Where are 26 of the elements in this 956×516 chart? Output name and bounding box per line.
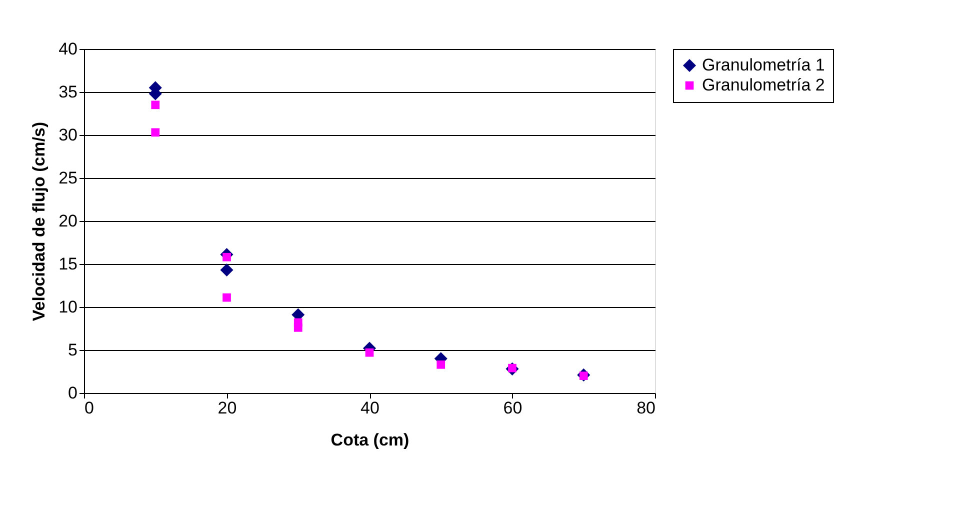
point <box>365 348 374 357</box>
y-tick-label: 35 <box>58 82 78 102</box>
y-tick-label: 40 <box>58 40 78 58</box>
y-tick-label: 10 <box>58 298 78 316</box>
point <box>151 100 160 110</box>
x-tick-label: 60 <box>503 398 522 418</box>
y-tick-label: 15 <box>58 254 78 274</box>
legend-label: Granulometría 2 <box>702 76 825 94</box>
point <box>222 293 231 302</box>
x-tick-label: 40 <box>360 398 380 418</box>
x-tick-label: 80 <box>636 398 656 418</box>
y-tick-label: 25 <box>58 168 78 188</box>
y-tick-label: 30 <box>58 126 78 144</box>
point <box>222 252 231 262</box>
y-tick-label: 0 <box>68 384 78 402</box>
x-tick-label: 20 <box>218 398 237 418</box>
point <box>220 264 234 277</box>
point <box>151 128 160 137</box>
point <box>294 323 302 332</box>
x-axis-title: Cota (cm) <box>330 430 410 450</box>
y-tick-label: 5 <box>68 340 78 360</box>
y-tick-label: 20 <box>58 212 78 230</box>
y-axis-title: Velocidad de flujo (cm/s) <box>30 122 49 322</box>
point <box>436 360 446 369</box>
x-tick-label: 0 <box>84 398 94 418</box>
legend-label: Granulometría 1 <box>702 56 825 74</box>
